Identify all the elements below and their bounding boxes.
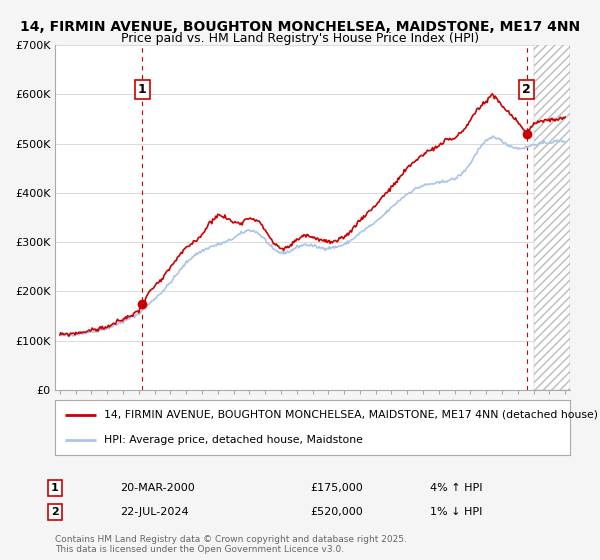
Text: 22-JUL-2024: 22-JUL-2024 [120, 507, 188, 517]
Text: 4% ↑ HPI: 4% ↑ HPI [430, 483, 482, 493]
Text: £175,000: £175,000 [310, 483, 363, 493]
Text: 1: 1 [138, 83, 146, 96]
Text: 1% ↓ HPI: 1% ↓ HPI [430, 507, 482, 517]
Text: £520,000: £520,000 [310, 507, 363, 517]
Text: 20-MAR-2000: 20-MAR-2000 [120, 483, 195, 493]
Text: 2: 2 [51, 507, 59, 517]
Text: Contains HM Land Registry data © Crown copyright and database right 2025.
This d: Contains HM Land Registry data © Crown c… [55, 535, 407, 554]
Text: 1: 1 [51, 483, 59, 493]
Text: Price paid vs. HM Land Registry's House Price Index (HPI): Price paid vs. HM Land Registry's House … [121, 32, 479, 45]
Text: 14, FIRMIN AVENUE, BOUGHTON MONCHELSEA, MAIDSTONE, ME17 4NN (detached house): 14, FIRMIN AVENUE, BOUGHTON MONCHELSEA, … [104, 410, 598, 420]
Text: HPI: Average price, detached house, Maidstone: HPI: Average price, detached house, Maid… [104, 435, 363, 445]
Text: 2: 2 [522, 83, 531, 96]
Text: 14, FIRMIN AVENUE, BOUGHTON MONCHELSEA, MAIDSTONE, ME17 4NN: 14, FIRMIN AVENUE, BOUGHTON MONCHELSEA, … [20, 20, 580, 34]
